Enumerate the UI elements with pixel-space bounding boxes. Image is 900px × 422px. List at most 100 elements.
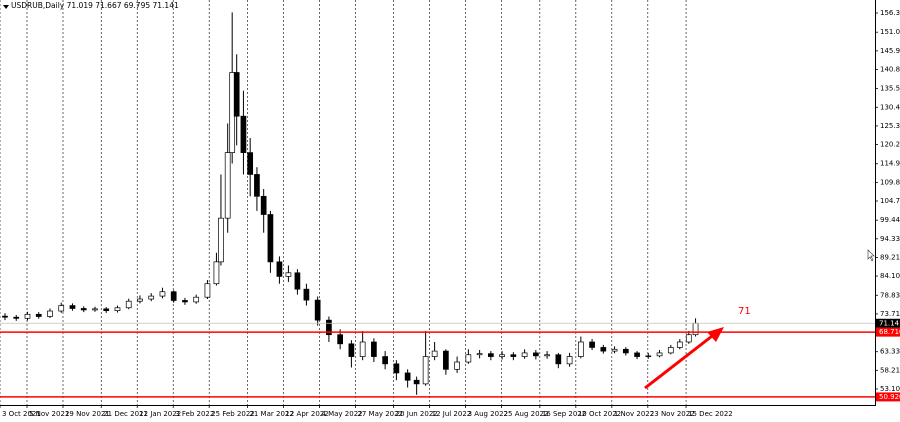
- y-tick-label: 99.445: [880, 216, 900, 224]
- y-tick-label: 63.330: [880, 348, 900, 356]
- x-tick-label: 15 Dec 2022: [688, 410, 733, 418]
- candle-body: [510, 354, 517, 357]
- candle-body: [240, 115, 247, 153]
- y-tick-label: 135.56: [880, 85, 900, 93]
- candle-body: [413, 379, 420, 385]
- candle-body: [137, 298, 143, 302]
- candle-body: [260, 195, 267, 215]
- candle-body: [634, 352, 640, 357]
- candle-body: [544, 354, 550, 357]
- last-price-label: 71.141: [879, 319, 900, 327]
- x-tick-label: 16 Sep 2022: [542, 410, 586, 418]
- candles: [2, 12, 699, 395]
- x-tick-label: 12 Jan 2022: [139, 410, 181, 418]
- candle-body: [170, 291, 177, 301]
- y-tick-label: 78.830: [880, 291, 900, 299]
- x-tick-label: 23 Nov 2022: [650, 410, 695, 418]
- candle-body: [2, 315, 8, 318]
- candle-body: [600, 347, 607, 352]
- x-tick-label: 3 Oct 2021: [2, 410, 41, 418]
- candle-body: [148, 295, 155, 300]
- candle-body: [499, 354, 505, 357]
- candle-body: [667, 347, 674, 354]
- candle-body: [285, 272, 292, 277]
- y-tick-label: 109.83: [880, 178, 900, 186]
- candle-body: [337, 334, 344, 345]
- candle-body: [382, 356, 388, 365]
- candle-body: [443, 350, 449, 370]
- candle-body: [224, 152, 231, 219]
- y-tick-label: 58.215: [880, 366, 900, 374]
- y-tick-label: 84.100: [880, 272, 900, 280]
- candle-body: [182, 300, 188, 303]
- level-label-box: [876, 327, 900, 337]
- candle-body: [555, 354, 562, 365]
- y-tick-label: 125.33: [880, 122, 900, 130]
- candle-body: [488, 353, 494, 357]
- candle-body: [656, 352, 663, 357]
- candle-body: [454, 361, 460, 370]
- y-tick-label: 89.215: [880, 253, 900, 261]
- y-tick-label: 94.330: [880, 235, 900, 243]
- candle-body: [103, 308, 110, 312]
- level-label: 50.920: [879, 393, 900, 401]
- candle-body: [294, 272, 301, 290]
- candle-body: [276, 261, 283, 277]
- candle-body: [476, 353, 483, 356]
- arrow-shaft: [644, 331, 717, 390]
- candle-body: [92, 308, 98, 311]
- candle-body: [204, 283, 211, 298]
- arrow-head: [707, 327, 724, 342]
- candle-body: [393, 363, 400, 374]
- x-tick-label: 12 Apr 2022: [285, 410, 328, 418]
- candle-body: [303, 288, 310, 301]
- x-tick-label: 21 Mar 2022: [249, 410, 293, 418]
- y-tick-label: 151.06: [880, 28, 900, 36]
- candle-body: [676, 341, 683, 348]
- candle-body: [622, 348, 629, 354]
- x-tick-label: 10 Oct 2022: [578, 410, 621, 418]
- chart-title: USDRUB,Daily 71.019 71.667 69.795 71.141: [11, 1, 179, 10]
- y-tick-label: 145.93: [880, 47, 900, 55]
- level-label-box: [876, 392, 900, 402]
- y-tick-label: 73.715: [880, 310, 900, 318]
- candle-body: [577, 341, 584, 357]
- candle-body: [371, 341, 377, 357]
- candle-body: [125, 300, 132, 309]
- candle-body: [611, 348, 618, 352]
- candle-body: [24, 313, 31, 319]
- candle-body: [247, 152, 254, 175]
- candle-body: [532, 352, 539, 357]
- x-tick-label: 29 Nov 2021: [65, 410, 110, 418]
- y-tick-label: 120.21: [880, 141, 900, 149]
- candle-body: [47, 310, 53, 317]
- candle-body: [35, 313, 42, 317]
- candle-body: [254, 174, 260, 197]
- last-price-box: [876, 318, 900, 328]
- symbol-menu-icon: [3, 5, 9, 9]
- y-tick-label: 53.100: [880, 385, 900, 393]
- candle-body: [314, 299, 321, 321]
- y-tick-label: 140.83: [880, 65, 900, 73]
- y-tick-label: 156.33: [880, 9, 900, 17]
- candle-body: [422, 356, 429, 385]
- candle-body: [233, 72, 240, 117]
- x-tick-label: 27 May 2022: [357, 410, 403, 418]
- candle-body: [404, 372, 411, 381]
- level-label: 68.710: [879, 328, 900, 336]
- candle-body: [114, 307, 121, 312]
- y-tick-label: 130.44: [880, 103, 900, 111]
- x-tick-label: 3 Feb 2022: [175, 410, 214, 418]
- overlays: 71.14168.710 50.920 71: [0, 5, 900, 402]
- x-tick-label: 25 Aug 2022: [504, 410, 549, 418]
- candle-body: [465, 354, 472, 363]
- x-tick-label: 4 May 2022: [321, 410, 362, 418]
- candle-body: [348, 343, 355, 357]
- x-tick-label: 21 Dec 2021: [103, 410, 148, 418]
- x-tick-label: 12 Jul 2022: [432, 410, 472, 418]
- y-tick-label: 114.94: [880, 160, 900, 168]
- candle-body: [685, 334, 692, 343]
- candle-body: [159, 291, 166, 297]
